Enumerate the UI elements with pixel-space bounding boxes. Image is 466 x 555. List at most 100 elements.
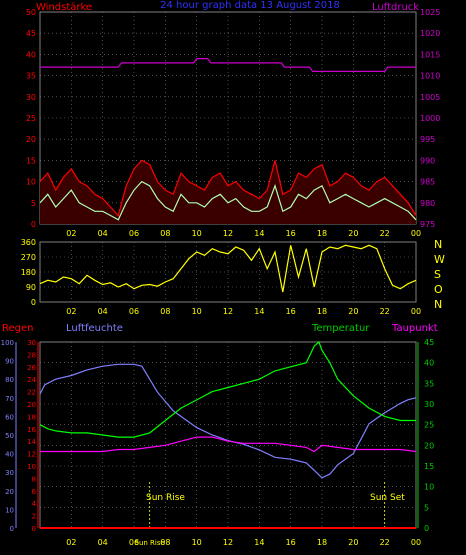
x-tick-label: 12 [223,307,233,316]
x-tick-sunrise: Sun Rise [135,539,165,547]
x-tick-label: 00 [411,538,421,547]
humidity-tick-label: 100 [1,339,14,347]
regen-tick-label: 12 [27,451,36,459]
chart-title: 24 hour graph data 13 August 2018 [160,0,340,11]
compass-s: S [434,268,441,281]
direction-tick-label: 360 [21,238,36,247]
left-tick-label: 30 [26,93,36,102]
x-tick-label: 16 [286,229,296,238]
right-tick-label: 1010 [420,72,440,81]
series-windmittel [39,180,417,221]
left-tick-label: 0 [31,220,36,229]
right-tick-label: 1025 [420,8,440,17]
direction-tick-label: 90 [26,283,36,292]
compass-labels: N W S O N [434,238,445,311]
x-tick-label: 04 [98,538,108,547]
humidity-tick-label: 40 [5,451,14,459]
regen-tick-label: 30 [27,339,36,347]
regen-tick-label: 10 [27,463,36,471]
x-tick-label: 08 [160,229,170,238]
humidity-tick-label: 30 [5,469,14,477]
left-tick-label: 5 [31,199,36,208]
wind-right-ticks: 975 980 985 990 995 1000 1005 1010 1015 1020 1025 [420,8,440,229]
x-tick-label: 06 [129,307,139,316]
taupunkt-label: Taupunkt [391,323,438,334]
temperature-tick-label: 30 [424,400,434,409]
left-tick-label: 15 [26,156,36,165]
right-tick-label: 995 [420,135,435,144]
x-tick-label: 12 [223,229,233,238]
x-tick-label: 14 [254,307,264,316]
climate-series [39,340,417,529]
sun-set-label: Sun Set [370,493,405,503]
luftfeuchte-label: Luftfeuchte [66,323,123,334]
direction-series [39,244,417,293]
left-tick-label: 40 [26,50,36,59]
regen-tick-label: 22 [27,389,36,397]
humidity-tick-label: 80 [5,376,14,384]
humidity-tick-label: 20 [5,488,14,496]
x-tick-label: 06 [129,229,139,238]
x-tick-label: 10 [192,307,202,316]
series-windrichtung [39,244,417,293]
compass-w: W [434,253,445,266]
humidity-tick-label: 90 [5,358,14,366]
compass-n-top: N [434,238,442,251]
wind-x-ticks: 02 04 06 08 10 12 14 16 18 20 22 00 [66,229,421,238]
right-tick-label: 980 [420,199,435,208]
x-tick-label: 00 [411,229,421,238]
humidity-tick-label: 70 [5,395,14,403]
direction-tick-label: 0 [31,298,36,307]
right-tick-label: 1000 [420,114,440,123]
x-tick-label: 22 [380,229,390,238]
climate-x-ticks: 02 04 06 08 10 12 14 16 18 20 22 00 Sun Rise [66,538,421,547]
regen-tick-label: 2 [32,513,36,521]
regen-tick-label: 28 [27,351,36,359]
panel-climate: Regen Luftfeuchte Temperatur Taupunkt 0 1… [1,323,438,547]
humidity-ticks: 0 10 20 30 40 50 60 70 80 90 100 [1,339,17,533]
temperature-ticks: 0 5 10 15 20 25 30 35 40 45 [417,338,434,533]
x-tick-label: 04 [98,307,108,316]
temperature-tick-label: 10 [424,483,434,492]
left-tick-label: 10 [26,178,36,187]
regen-tick-label: 14 [27,438,36,446]
direction-grid [40,242,416,302]
series-taupunkt [40,436,417,453]
temperature-tick-label: 15 [424,462,434,471]
x-tick-label: 00 [411,307,421,316]
x-tick-label: 18 [317,229,327,238]
temperature-tick-label: 35 [424,379,434,388]
compass-n-bottom: N [434,298,442,311]
direction-tick-label: 270 [21,253,36,262]
regen-tick-label: 26 [27,364,36,372]
right-tick-label: 1015 [420,50,440,59]
sun-rise-label: Sun Rise [146,493,185,503]
x-tick-label: 22 [380,307,390,316]
gust-area [40,160,416,224]
x-tick-label: 20 [348,229,358,238]
x-tick-label: 16 [286,307,296,316]
x-tick-label: 18 [317,538,327,547]
temperature-tick-label: 25 [424,421,434,430]
temperature-tick-label: 45 [424,338,434,347]
wind-series [39,58,417,224]
x-tick-label: 20 [348,307,358,316]
temperature-tick-label: 0 [424,524,429,533]
x-tick-label: 20 [348,538,358,547]
windstaerke-label: Windstärke [36,2,92,13]
temperature-tick-label: 40 [424,359,434,368]
x-tick-label: 10 [192,538,202,547]
regen-tick-label: 20 [27,401,36,409]
regen-tick-label: 18 [27,413,36,421]
temperature-tick-label: 5 [424,503,429,512]
series-temperatur [39,340,416,438]
x-tick-label: 08 [160,538,170,547]
right-tick-label: 990 [420,156,435,165]
humidity-tick-label: 10 [5,506,14,514]
temperatur-label: Temperatur [311,323,370,334]
regen-tick-label: 6 [32,488,37,496]
x-tick-label: 16 [286,538,296,547]
temperature-tick-label: 20 [424,441,434,450]
